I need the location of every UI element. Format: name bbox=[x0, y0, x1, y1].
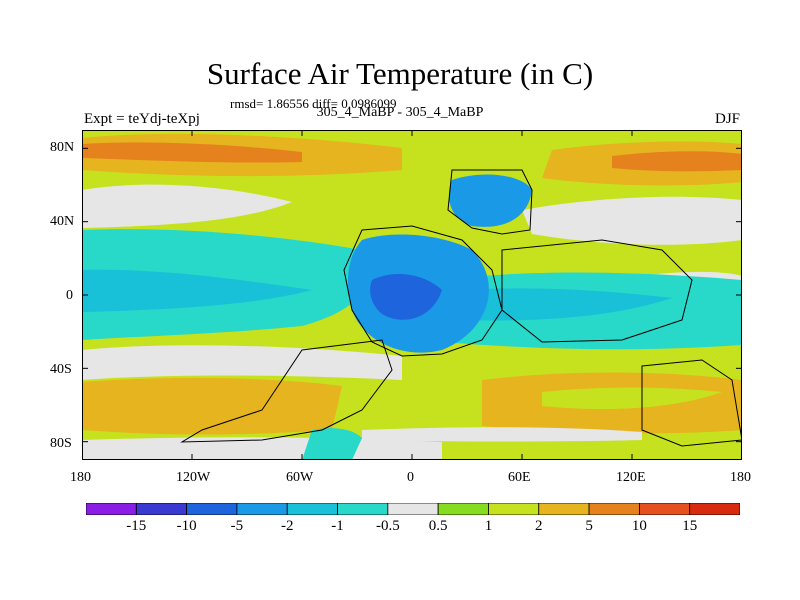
experiment-label: Expt = teYdj-teXpj bbox=[84, 111, 200, 127]
southeastern-landmass-outline bbox=[641, 359, 742, 447]
tropical-cool-core-e bbox=[462, 288, 672, 321]
northern-landmass-outline bbox=[447, 169, 533, 235]
colorbar-label: 5 bbox=[585, 518, 593, 534]
colorbar-label: 2 bbox=[535, 518, 543, 534]
lon-tick-label-60w: 60W bbox=[286, 470, 314, 485]
colorbar-swatch bbox=[588, 503, 640, 515]
colorbar-swatch bbox=[689, 503, 740, 515]
season-label: DJF bbox=[714, 111, 740, 127]
continent-outlines bbox=[180, 169, 742, 447]
lon-tick-label-60e: 60E bbox=[508, 470, 531, 485]
colorbar-label: 15 bbox=[682, 518, 698, 534]
colorbar-swatch bbox=[488, 503, 540, 515]
northern-cold-area bbox=[448, 174, 532, 227]
lat-tick-label-40n: 40N bbox=[50, 214, 75, 229]
map-title: Surface Air Temperature (in C) bbox=[206, 56, 594, 91]
colorbar-label: -10 bbox=[176, 518, 197, 534]
grey-region-nw bbox=[82, 184, 292, 228]
colorbar-swatch bbox=[236, 503, 288, 515]
central-coldest-area bbox=[370, 274, 442, 320]
lon-tick-label-120e: 120E bbox=[616, 470, 646, 485]
colorbar-swatch bbox=[286, 503, 338, 515]
lon-tick-label-0: 0 bbox=[407, 470, 414, 485]
lon-tick-label-180w: 180 bbox=[70, 470, 91, 485]
grey-region-ne bbox=[522, 196, 742, 245]
colorbar-swatch bbox=[437, 503, 489, 515]
colorbar-swatch bbox=[186, 503, 238, 515]
antarctic-cool-patch bbox=[302, 428, 362, 460]
colorbar-swatch bbox=[638, 503, 691, 515]
colorbar-label: -1 bbox=[331, 518, 344, 534]
colorbar-label: -15 bbox=[126, 518, 147, 534]
grey-band-s bbox=[82, 345, 402, 380]
colorbar-swatch bbox=[387, 503, 439, 515]
colorbar-label: 0.5 bbox=[428, 518, 448, 534]
southern-mild-band bbox=[542, 387, 722, 410]
lat-tick-label-80s: 80S bbox=[50, 436, 72, 451]
colorbar-label: 10 bbox=[631, 518, 647, 534]
lat-tick-label-40s: 40S bbox=[50, 362, 72, 377]
colorbar-swatch bbox=[86, 503, 137, 515]
arctic-hot-band bbox=[82, 142, 302, 163]
southern-warm-band-w bbox=[82, 377, 342, 435]
southern-landmass-outline bbox=[180, 339, 393, 443]
lat-tick-label-0: 0 bbox=[66, 288, 73, 303]
colorbar-swatch bbox=[538, 503, 590, 515]
colorbar-label: -0.5 bbox=[375, 518, 400, 534]
colorbar bbox=[86, 503, 740, 515]
antarctic-grey-w bbox=[82, 437, 442, 460]
colorbar-label: -5 bbox=[230, 518, 244, 534]
temperature-map bbox=[82, 130, 742, 460]
lon-tick-label-180e: 180 bbox=[730, 470, 751, 485]
lat-tick-label-80n: 80N bbox=[50, 140, 75, 155]
axis-ticks bbox=[82, 130, 742, 460]
eastern-landmass-outline bbox=[501, 239, 693, 343]
colorbar-swatch bbox=[135, 503, 188, 515]
central-landmass-outline bbox=[343, 225, 503, 357]
map-subtitle: 305_4_MaBP - 305_4_MaBP bbox=[316, 105, 484, 120]
stats-line: rmsd= 1.86556 diff= 0.0986099 bbox=[230, 96, 397, 111]
colorbar-label: 1 bbox=[484, 518, 493, 534]
colorbar-swatch bbox=[337, 503, 389, 515]
lon-tick-label-120w: 120W bbox=[176, 470, 211, 485]
tropical-cool-core-w bbox=[82, 269, 312, 312]
siberia-hot-band bbox=[612, 151, 742, 172]
antarctic-grey-strip bbox=[362, 427, 642, 442]
colorbar-label: -2 bbox=[280, 518, 294, 534]
